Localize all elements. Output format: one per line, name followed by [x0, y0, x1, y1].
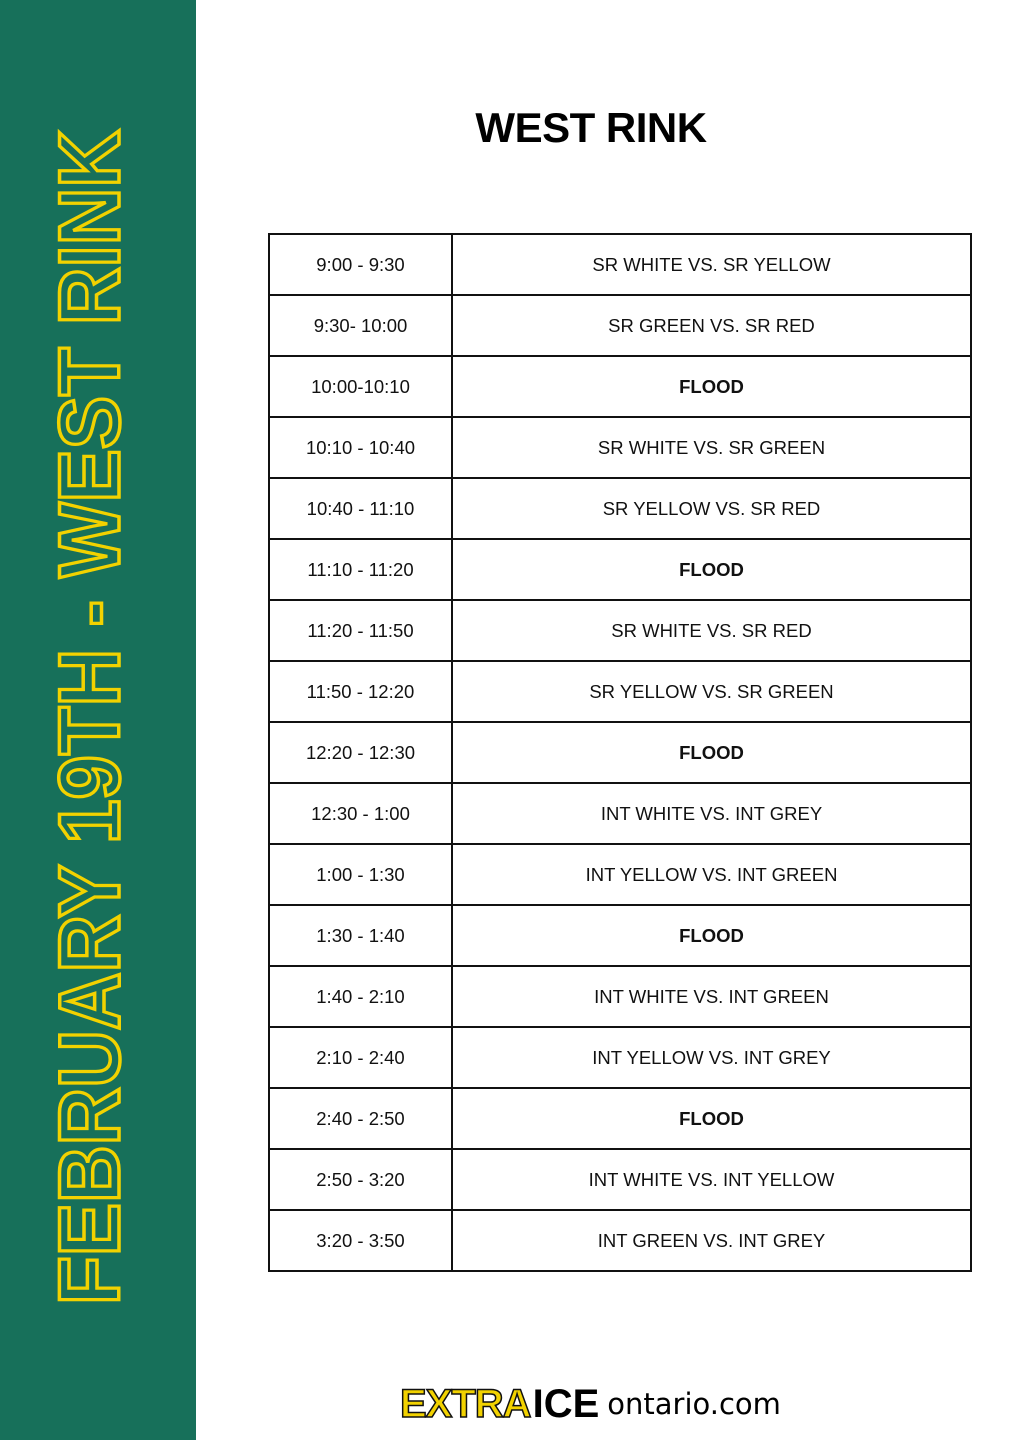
schedule-row: 9:30- 10:00 SR GREEN VS. SR RED: [268, 294, 972, 357]
matchup-cell: SR YELLOW VS. SR GREEN: [451, 660, 972, 723]
time-cell: 11:10 - 11:20: [268, 538, 453, 601]
logo-domain: ontario.com: [607, 1387, 781, 1421]
matchup-cell: INT WHITE VS. INT YELLOW: [451, 1148, 972, 1211]
logo-ice: ICE: [532, 1381, 600, 1426]
schedule-row: 2:50 - 3:20 INT WHITE VS. INT YELLOW: [268, 1148, 972, 1211]
schedule-row: 2:40 - 2:50 FLOOD: [268, 1087, 972, 1150]
sidebar-banner: FEBRUARY 19TH - WEST RINK: [0, 0, 196, 1440]
matchup-cell: INT YELLOW VS. INT GREY: [451, 1026, 972, 1089]
time-cell: 2:40 - 2:50: [268, 1087, 453, 1150]
time-cell: 3:20 - 3:50: [268, 1209, 453, 1272]
time-cell: 12:20 - 12:30: [268, 721, 453, 784]
time-cell: 10:40 - 11:10: [268, 477, 453, 540]
sidebar-title: FEBRUARY 19TH - WEST RINK: [42, 130, 138, 1305]
flood-cell: FLOOD: [451, 721, 972, 784]
logo-extra: EXTRA: [399, 1381, 532, 1427]
schedule-row: 10:10 - 10:40 SR WHITE VS. SR GREEN: [268, 416, 972, 479]
page-title: WEST RINK: [475, 104, 707, 151]
schedule-row: 2:10 - 2:40 INT YELLOW VS. INT GREY: [268, 1026, 972, 1089]
flood-cell: FLOOD: [451, 904, 972, 967]
time-cell: 2:50 - 3:20: [268, 1148, 453, 1211]
time-cell: 1:00 - 1:30: [268, 843, 453, 906]
time-cell: 10:00-10:10: [268, 355, 453, 418]
schedule-row: 11:20 - 11:50 SR WHITE VS. SR RED: [268, 599, 972, 662]
matchup-cell: SR WHITE VS. SR GREEN: [451, 416, 972, 479]
schedule-row: 1:00 - 1:30 INT YELLOW VS. INT GREEN: [268, 843, 972, 906]
schedule-table: 9:00 - 9:30 SR WHITE VS. SR YELLOW 9:30- 1…: [268, 233, 972, 1272]
flood-cell: FLOOD: [451, 538, 972, 601]
time-cell: 10:10 - 10:40: [268, 416, 453, 479]
schedule-row: 1:30 - 1:40 FLOOD: [268, 904, 972, 967]
matchup-cell: SR WHITE VS. SR RED: [451, 599, 972, 662]
time-cell: 1:40 - 2:10: [268, 965, 453, 1028]
sidebar-title-svg: FEBRUARY 19TH - WEST RINK: [40, 128, 140, 1307]
matchup-cell: INT GREEN VS. INT GREY: [451, 1209, 972, 1272]
time-cell: 11:50 - 12:20: [268, 660, 453, 723]
time-cell: 1:30 - 1:40: [268, 904, 453, 967]
schedule-row: 12:20 - 12:30 FLOOD: [268, 721, 972, 784]
schedule-row: 3:20 - 3:50 INT GREEN VS. INT GREY: [268, 1209, 972, 1272]
time-cell: 11:20 - 11:50: [268, 599, 453, 662]
time-cell: 2:10 - 2:40: [268, 1026, 453, 1089]
time-cell: 9:00 - 9:30: [268, 233, 453, 296]
time-cell: 12:30 - 1:00: [268, 782, 453, 845]
schedule-row: 11:10 - 11:20 FLOOD: [268, 538, 972, 601]
schedule-row: 11:50 - 12:20 SR YELLOW VS. SR GREEN: [268, 660, 972, 723]
flood-cell: FLOOD: [451, 355, 972, 418]
schedule-row: 1:40 - 2:10 INT WHITE VS. INT GREEN: [268, 965, 972, 1028]
matchup-cell: SR WHITE VS. SR YELLOW: [451, 233, 972, 296]
matchup-cell: INT WHITE VS. INT GREEN: [451, 965, 972, 1028]
matchup-cell: INT WHITE VS. INT GREY: [451, 782, 972, 845]
schedule-row: 12:30 - 1:00 INT WHITE VS. INT GREY: [268, 782, 972, 845]
matchup-cell: INT YELLOW VS. INT GREEN: [451, 843, 972, 906]
flood-cell: FLOOD: [451, 1087, 972, 1150]
schedule-row: 10:40 - 11:10 SR YELLOW VS. SR RED: [268, 477, 972, 540]
extraice-logo: EXTRA ICE ontario.com: [399, 1381, 781, 1427]
time-cell: 9:30- 10:00: [268, 294, 453, 357]
schedule-row: 10:00-10:10 FLOOD: [268, 355, 972, 418]
schedule-row: 9:00 - 9:30 SR WHITE VS. SR YELLOW: [268, 233, 972, 296]
matchup-cell: SR GREEN VS. SR RED: [451, 294, 972, 357]
matchup-cell: SR YELLOW VS. SR RED: [451, 477, 972, 540]
